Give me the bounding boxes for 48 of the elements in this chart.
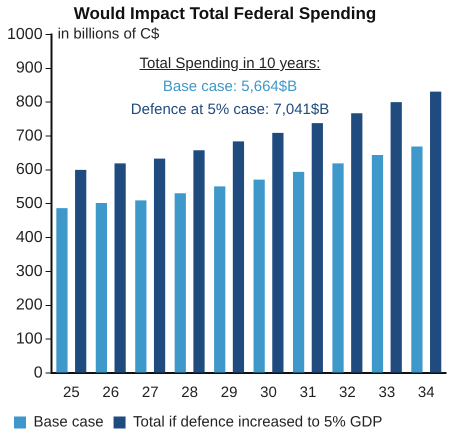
bar <box>154 158 166 372</box>
y-tick-label: 800 <box>16 94 43 111</box>
annotation: Defence at 5% case: 7,041$B <box>130 100 330 120</box>
y-tick-label: 900 <box>16 60 43 77</box>
bar <box>174 193 186 372</box>
bar <box>135 200 146 372</box>
bar <box>272 132 284 372</box>
y-tick-label: 500 <box>16 195 43 212</box>
y-tick-label: 600 <box>16 161 43 178</box>
bar <box>292 172 304 372</box>
x-tick-label: 34 <box>418 384 435 402</box>
y-tick-label: 300 <box>16 262 43 280</box>
bar <box>193 150 205 372</box>
bar <box>254 180 265 372</box>
x-tick-label: 32 <box>339 384 356 402</box>
bar <box>312 123 323 372</box>
legend-label: Total if defence increased to 5% GDP <box>133 414 382 431</box>
bar <box>214 186 226 372</box>
bar <box>56 208 68 372</box>
x-tick-label: 29 <box>220 384 238 402</box>
bar <box>75 170 86 372</box>
y-tick-label: 100 <box>16 330 43 348</box>
bar <box>232 141 244 372</box>
y-axis-title: in billions of C$ <box>58 26 160 43</box>
bar <box>372 154 384 372</box>
chart-title: Would Impact Total Federal Spending <box>74 4 376 23</box>
bar <box>96 203 108 372</box>
x-tick-label: 31 <box>300 384 316 402</box>
x-tick-label: 28 <box>181 384 198 402</box>
y-tick-label: 1000 <box>7 26 43 43</box>
y-tick-label: 0 <box>34 364 43 382</box>
x-tick-label: 26 <box>102 384 120 402</box>
bar <box>390 102 402 372</box>
x-tick-label: 25 <box>62 384 80 402</box>
y-tick-label: 400 <box>16 228 43 246</box>
bar <box>114 163 126 372</box>
bar <box>430 92 442 372</box>
x-tick-label: 30 <box>260 384 277 402</box>
bar <box>411 146 423 372</box>
bar <box>351 113 362 372</box>
legend-label: Base case <box>34 414 104 431</box>
annotation: Total Spending in 10 years: <box>138 54 322 74</box>
annotation: Base case: 5,664$B <box>162 77 298 97</box>
x-tick-label: 33 <box>378 384 396 402</box>
bar <box>332 163 344 372</box>
x-tick-label: 27 <box>142 384 159 402</box>
y-tick-label: 200 <box>16 296 43 314</box>
y-tick-label: 700 <box>16 127 43 144</box>
